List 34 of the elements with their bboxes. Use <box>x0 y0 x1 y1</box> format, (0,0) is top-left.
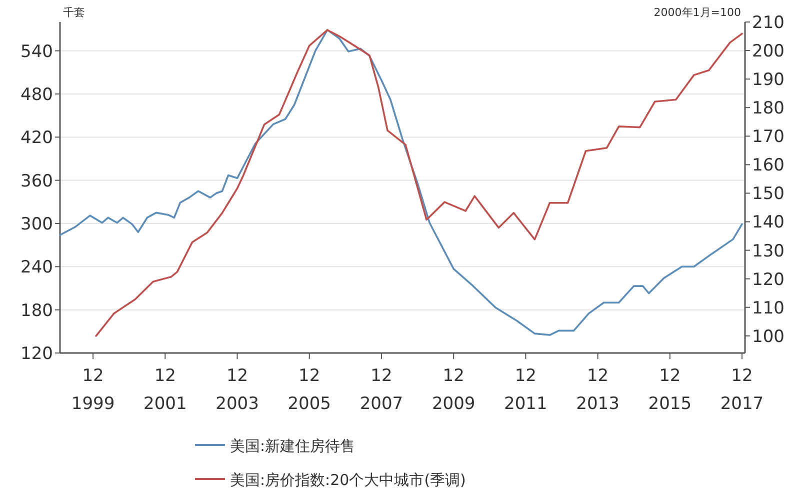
y-tick-label: 120 <box>20 344 53 364</box>
x-tick-label: 12 2017 <box>720 366 764 414</box>
y-tick-label: 300 <box>20 214 53 234</box>
y2-tick-label: 200 <box>752 42 784 62</box>
y2-tick-label: 140 <box>752 212 784 233</box>
y-tick-label: 540 <box>20 42 53 62</box>
y2-tick-label: 190 <box>752 70 784 90</box>
y2-tick-label: 110 <box>752 298 784 318</box>
y2-tick-label: 170 <box>752 127 784 148</box>
y2-axis-title: 2000年1月=100 <box>654 6 741 19</box>
y2-tick-label: 180 <box>752 98 784 119</box>
y-tick-label: 180 <box>20 300 53 321</box>
y2-tick-label: 210 <box>752 13 784 33</box>
x-tick-label: 12 1999 <box>71 366 115 414</box>
x-tick-label: 12 2015 <box>648 366 692 414</box>
y-axis-title: 千套 <box>63 6 85 19</box>
x-tick-label: 12 2011 <box>504 366 548 414</box>
y2-tick-label: 160 <box>752 156 784 176</box>
legend-label: 美国:房价指数:20个大中城市(季调) <box>230 471 466 489</box>
x-tick-label: 12 2007 <box>360 366 404 414</box>
x-tick-label: 12 2003 <box>216 366 259 414</box>
y2-tick-label: 150 <box>752 184 784 204</box>
x-tick-label: 12 2005 <box>288 366 331 414</box>
y-tick-label: 360 <box>20 171 53 192</box>
x-tick-label: 12 2013 <box>576 366 620 414</box>
y-tick-label: 420 <box>20 128 53 148</box>
y2-tick-label: 100 <box>752 326 784 347</box>
y2-tick-label: 130 <box>752 241 784 262</box>
legend-label: 美国:新建住房待售 <box>230 437 356 455</box>
x-tick-label: 12 2001 <box>144 366 187 414</box>
y-tick-label: 240 <box>20 258 53 278</box>
x-tick-label: 12 2009 <box>432 366 476 414</box>
y2-tick-label: 120 <box>752 270 784 290</box>
y-tick-label: 480 <box>20 84 53 105</box>
